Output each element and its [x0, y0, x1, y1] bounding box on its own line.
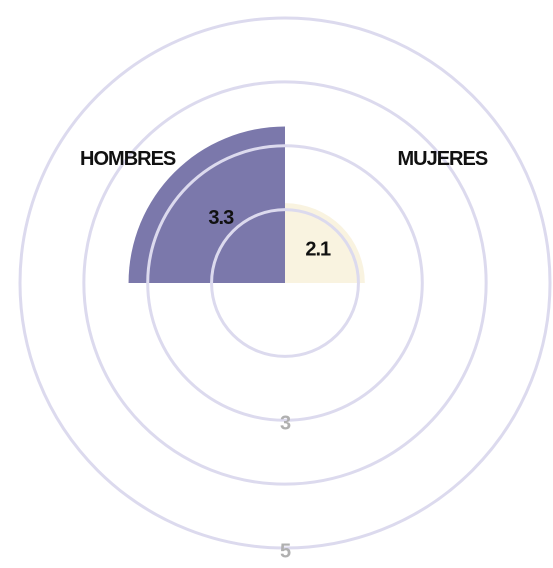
grid-ring: [146, 144, 424, 422]
grid-ring: [210, 208, 360, 358]
r-tick-label: 3: [280, 413, 291, 435]
value-label: 3.3: [208, 207, 234, 229]
sector: [285, 203, 365, 283]
grid-ring: [82, 80, 488, 486]
category-label: MUJERES: [397, 148, 487, 170]
grid-ring: [18, 16, 552, 550]
category-label: HOMBRES: [80, 148, 176, 170]
r-tick-label: 5: [280, 540, 291, 562]
value-label: 2.1: [305, 239, 331, 261]
sector: [128, 126, 285, 283]
